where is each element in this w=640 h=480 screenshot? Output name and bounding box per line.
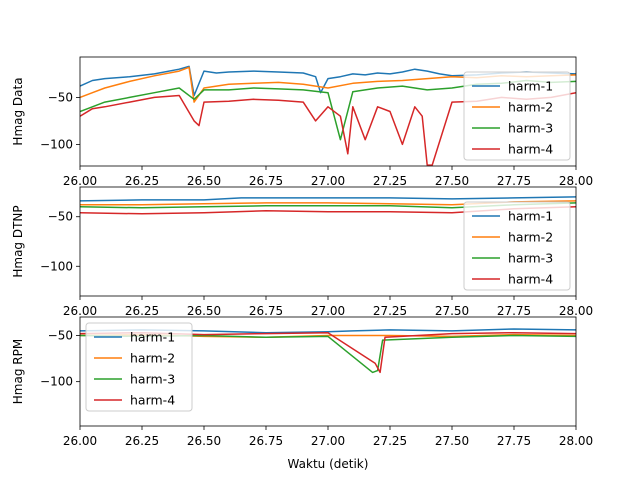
y-axis-label: Hmag Data xyxy=(11,77,25,145)
legend-label-harm-3: harm-3 xyxy=(508,251,553,266)
x-tick-label: 27.25 xyxy=(373,434,407,448)
legend-label-harm-3: harm-3 xyxy=(130,372,175,387)
x-tick-label: 27.50 xyxy=(435,174,469,188)
legend-label-harm-1: harm-1 xyxy=(130,330,175,345)
x-tick-label: 26.50 xyxy=(187,434,221,448)
x-tick-label: 26.50 xyxy=(187,304,221,318)
x-tick-label: 28.00 xyxy=(559,174,593,188)
x-tick-label: 26.75 xyxy=(249,434,283,448)
x-tick-label: 26.50 xyxy=(187,174,221,188)
legend-box xyxy=(85,322,193,412)
legend: harm-1 harm-2 harm-3 harm-4 xyxy=(463,201,571,291)
subplot-3: 26.00 26.25 26.50 26.75 27.00 27.25 27.50 27.75… xyxy=(11,316,593,448)
x-tick-label: 26.00 xyxy=(63,174,97,188)
legend-box xyxy=(463,71,571,161)
series-line-harm-1 xyxy=(80,196,576,202)
legend-label-harm-4: harm-4 xyxy=(508,142,553,157)
y-tick-label: −50 xyxy=(48,210,73,224)
x-tick-label: 26.75 xyxy=(249,174,283,188)
series-line-harm-4 xyxy=(80,91,576,166)
x-tick-label: 27.75 xyxy=(497,434,531,448)
x-tick-label: 28.00 xyxy=(559,304,593,318)
y-axis-label: Hmag RPM xyxy=(11,339,25,404)
y-tick-label: −50 xyxy=(48,328,73,342)
series-line-harm-1 xyxy=(80,65,576,97)
x-tick-label: 27.25 xyxy=(373,174,407,188)
legend-label-harm-2: harm-2 xyxy=(508,230,553,245)
x-tick-label: 27.50 xyxy=(435,304,469,318)
legend-label-harm-3: harm-3 xyxy=(508,121,553,136)
x-tick-label: 27.00 xyxy=(311,174,345,188)
y-tick-label: −100 xyxy=(40,375,73,389)
x-tick-label: 28.00 xyxy=(559,434,593,448)
legend-label-harm-2: harm-2 xyxy=(508,100,553,115)
x-tick-label: 27.25 xyxy=(373,304,407,318)
x-tick-label: 26.75 xyxy=(249,304,283,318)
subplot-1: 26.00 26.25 26.50 26.75 27.00 27.25 27.50 27.75… xyxy=(11,56,593,188)
y-axis-label: Hmag DTNP xyxy=(11,205,25,277)
x-tick-label: 26.25 xyxy=(125,174,159,188)
x-tick-label: 27.75 xyxy=(497,304,531,318)
x-tick-label: 26.00 xyxy=(63,434,97,448)
subplots: 26.00 26.25 26.50 26.75 27.00 27.25 27.50 27.75… xyxy=(11,56,593,448)
y-tick-label: −50 xyxy=(48,90,73,104)
legend-box xyxy=(463,201,571,291)
x-tick-label: 26.25 xyxy=(125,304,159,318)
legend-label-harm-4: harm-4 xyxy=(508,272,553,287)
x-tick-label: 27.75 xyxy=(497,174,531,188)
y-tick-label: −100 xyxy=(40,137,73,151)
subplot-2: 26.00 26.25 26.50 26.75 27.00 27.25 27.50 27.75… xyxy=(11,186,593,318)
x-axis-label: Waktu (detik) xyxy=(288,457,369,471)
y-tick-label: −100 xyxy=(40,259,73,273)
legend-label-harm-1: harm-1 xyxy=(508,79,553,94)
legend: harm-1 harm-2 harm-3 harm-4 xyxy=(85,322,193,412)
x-tick-label: 26.00 xyxy=(63,304,97,318)
legend-label-harm-2: harm-2 xyxy=(130,351,175,366)
x-tick-label: 27.00 xyxy=(311,304,345,318)
legend-label-harm-1: harm-1 xyxy=(508,209,553,224)
legend-label-harm-4: harm-4 xyxy=(130,393,175,408)
x-tick-label: 26.25 xyxy=(125,434,159,448)
x-tick-label: 27.00 xyxy=(311,434,345,448)
x-tick-label: 27.50 xyxy=(435,434,469,448)
legend: harm-1 harm-2 harm-3 harm-4 xyxy=(463,71,571,161)
